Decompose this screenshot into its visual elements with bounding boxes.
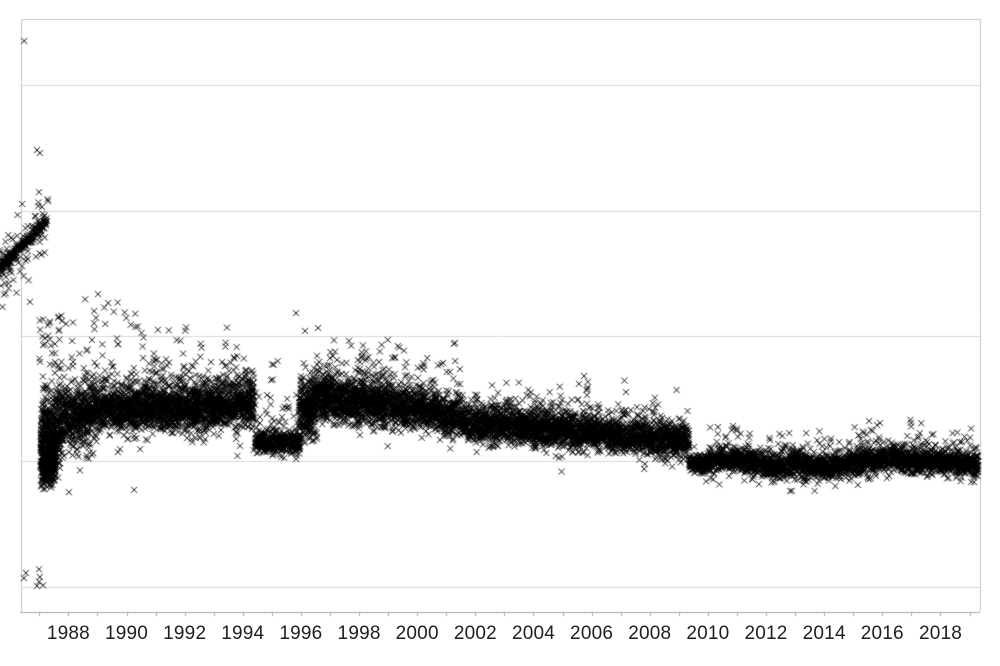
scatter-chart-window: 1988 1990 1992 1994 1996 1998 2000 2002 2004 2006…: [0, 0, 1000, 666]
scatter-plot-canvas: [0, 0, 1000, 666]
